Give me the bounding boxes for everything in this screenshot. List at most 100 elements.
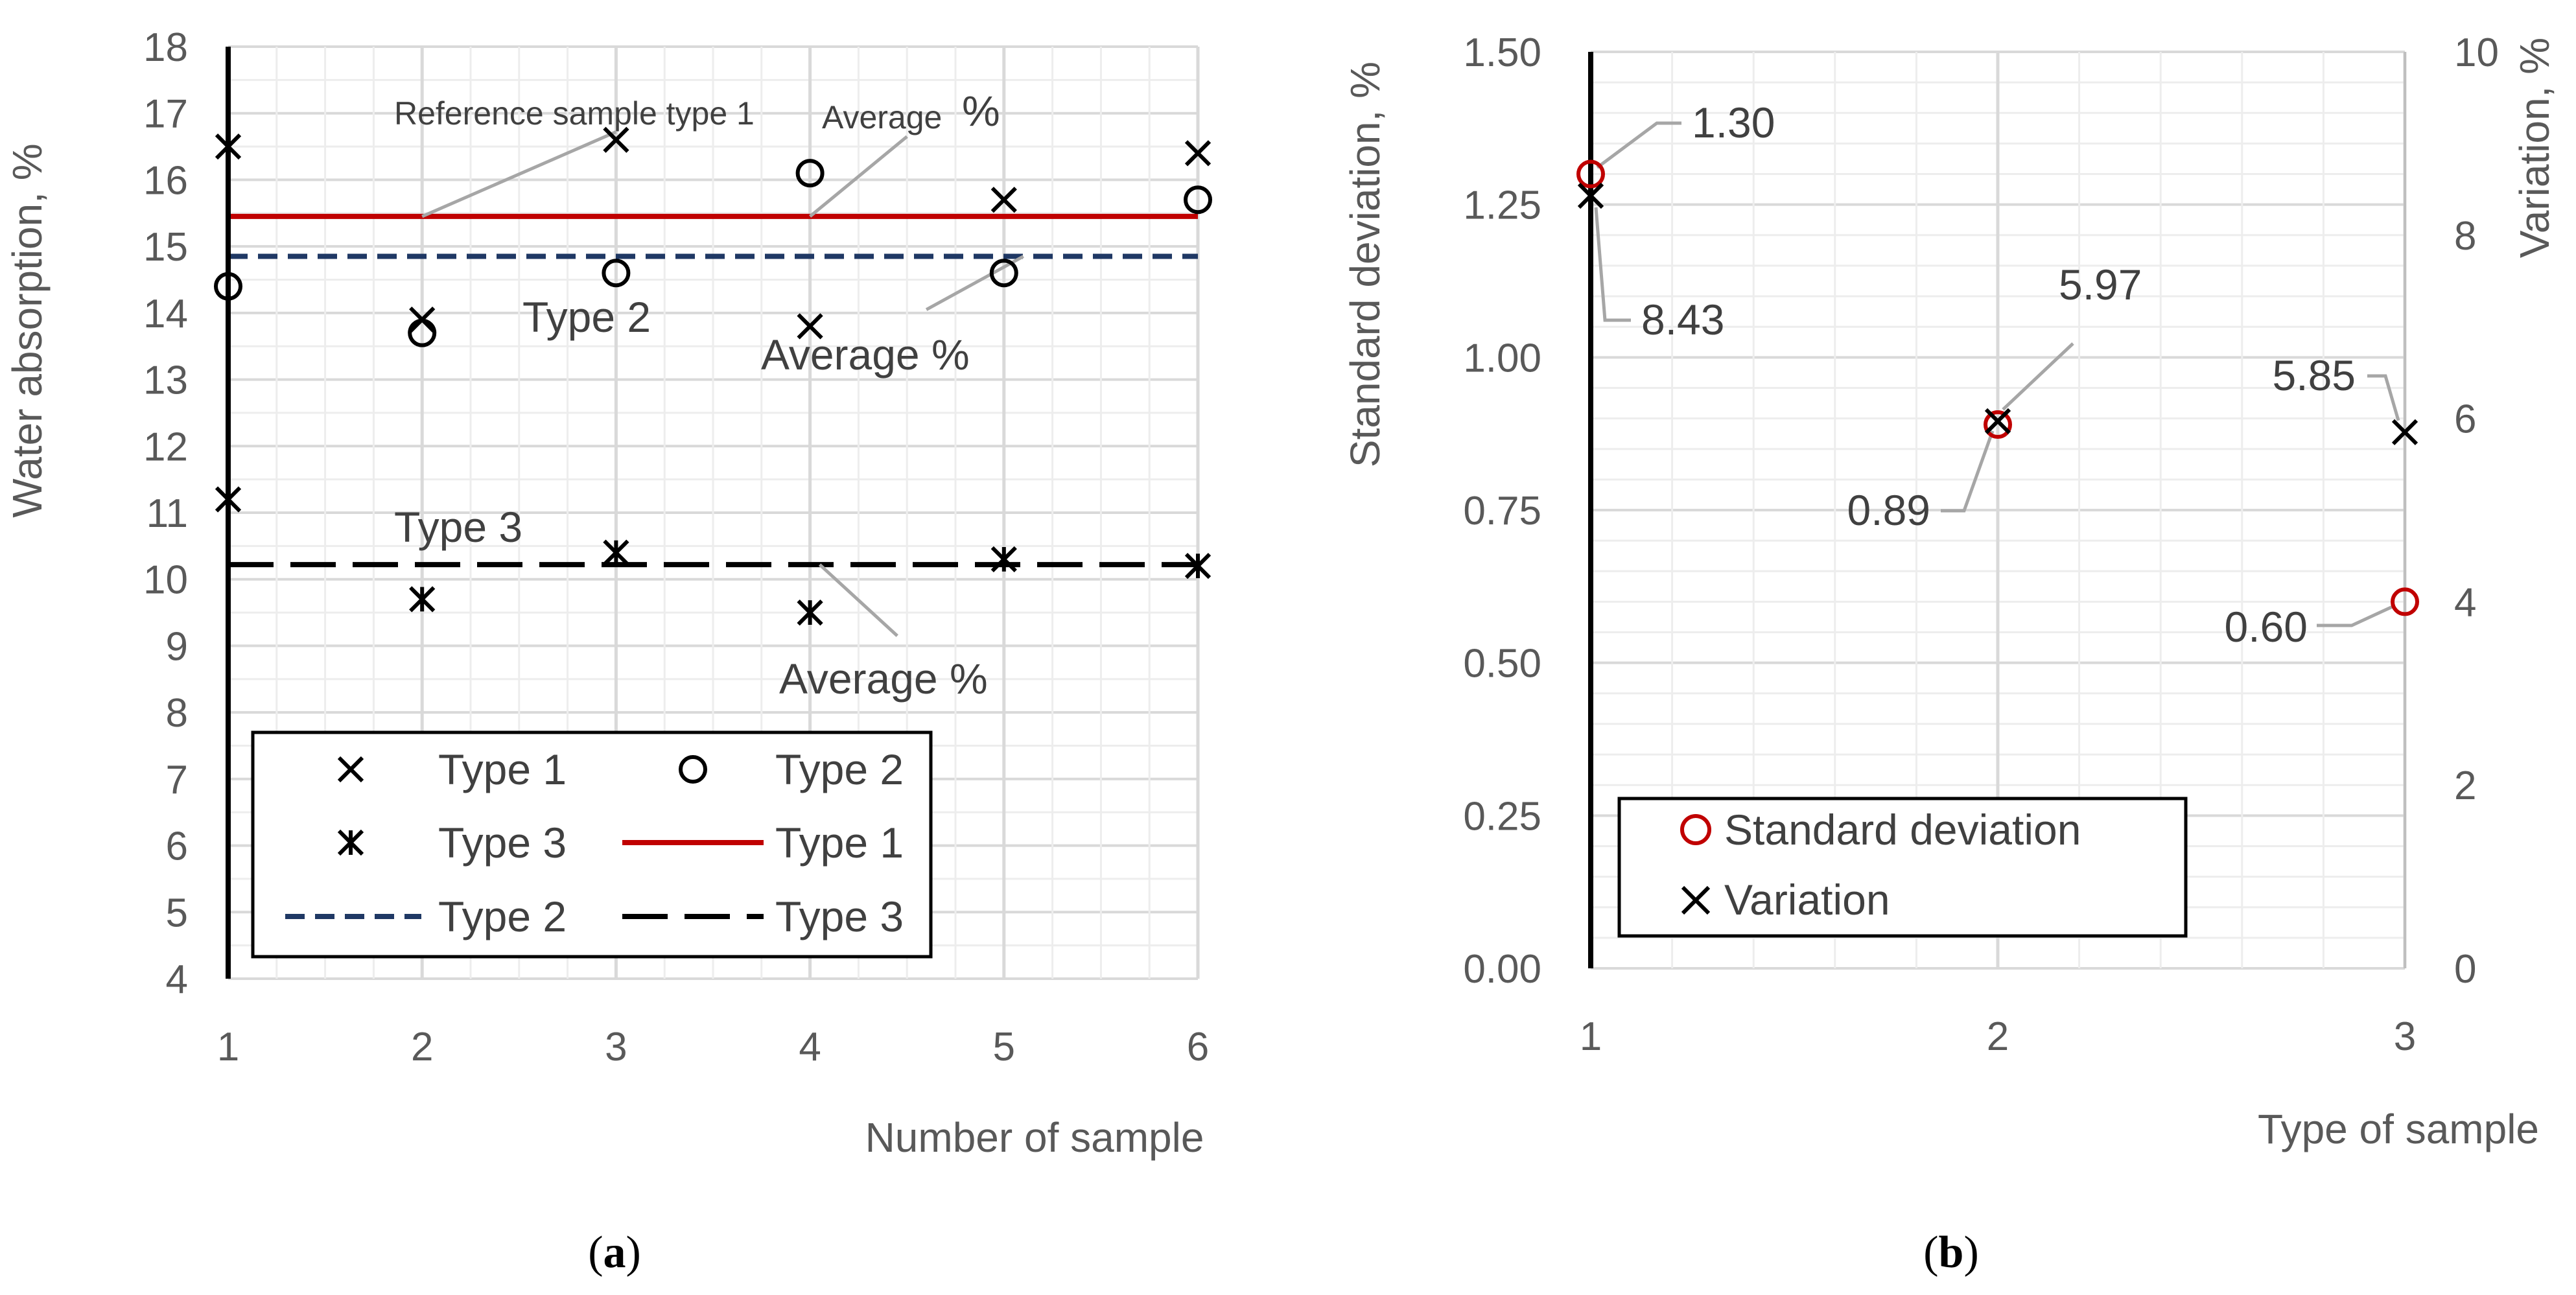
- chart-b-y-tick-labels: 0.00 0.25 0.50 0.75 1.00 1.25 1.50: [1463, 30, 1541, 992]
- data-point-variation: [1577, 182, 1604, 209]
- annotation-average-3: Average %: [779, 655, 988, 703]
- x-tick-label-a: 2: [411, 1025, 433, 1069]
- chart-b-x-tick-labels: 1 2 3: [1580, 1014, 2416, 1059]
- legend-a-type2-line-label: Type 2: [438, 892, 567, 940]
- chart-a-legend: Type 1 Type 2 Type 3 Type 1 Type 2 Type …: [251, 730, 933, 959]
- legend-a-type1-line-label: Type 1: [775, 819, 904, 867]
- y2-tick-label-b: 8: [2454, 214, 2476, 259]
- data-point-type2: [989, 259, 1018, 288]
- panel-a-label: (a): [588, 1228, 641, 1278]
- y-tick-label-a: 5: [166, 891, 188, 935]
- data-point-type2: [1184, 185, 1212, 215]
- y2-tick-label-b: 10: [2454, 30, 2499, 75]
- x-tick-label-b: 2: [1987, 1014, 2009, 1059]
- leader-var-3: [2367, 374, 2400, 421]
- data-label-var-3: 5.85: [2273, 351, 2356, 399]
- legend-a-type1-marker-label: Type 1: [438, 745, 567, 793]
- annotation-average-pct: %: [962, 87, 1000, 135]
- x-tick-label-b: 3: [2394, 1014, 2416, 1059]
- legend-a-type3-line-label: Type 3: [775, 892, 904, 940]
- x-tick-label-b: 1: [1580, 1014, 1602, 1059]
- legend-b-variation-label: Variation: [1724, 876, 1890, 924]
- legend-b-std-marker: [1680, 814, 1711, 845]
- y-tick-label-a: 17: [143, 92, 188, 137]
- data-point-std: [2391, 587, 2419, 616]
- y-tick-label-b: 1.50: [1463, 30, 1541, 75]
- data-point-type1: [603, 126, 629, 153]
- annotation-type2: Type 2: [522, 293, 651, 341]
- x-tick-label-a: 5: [993, 1025, 1015, 1069]
- y-tick-label-a: 10: [143, 558, 188, 603]
- leader-var-2: [2002, 342, 2074, 411]
- annotation-leader-line: [421, 130, 617, 218]
- annotation-average-2: Average %: [761, 331, 970, 379]
- legend-b-variation-marker: [1681, 885, 1711, 915]
- chart-a-xlabel: Number of sample: [865, 1114, 1204, 1161]
- y-tick-label-a: 6: [166, 824, 188, 869]
- chart-a-legend-box: [251, 730, 933, 959]
- y-tick-label-b: 1.00: [1463, 336, 1541, 380]
- chart-b-y2-tick-labels: 0 2 4 6 8 10: [2454, 30, 2499, 992]
- data-point-type2: [602, 259, 631, 288]
- y-tick-label-b: 0.25: [1463, 794, 1541, 839]
- y-tick-label-a: 7: [166, 758, 188, 802]
- chart-b-xlabel: Type of sample: [2258, 1106, 2539, 1152]
- chart-a-annotation-leaders: [421, 130, 1024, 637]
- data-point-type1: [797, 313, 823, 340]
- legend-a-type1-marker: [337, 756, 364, 783]
- y2-tick-label-b: 0: [2454, 947, 2476, 992]
- data-point-type1: [215, 133, 242, 160]
- y-tick-label-a: 9: [166, 624, 188, 669]
- panel-b-label: (b): [1923, 1228, 1979, 1278]
- y-tick-label-a: 16: [143, 158, 188, 203]
- leader-std-2: [1941, 430, 1995, 513]
- y-tick-label-a: 13: [143, 358, 188, 403]
- y-tick-label-a: 15: [143, 225, 188, 270]
- y2-tick-label-b: 2: [2454, 764, 2476, 808]
- annotation-leader-line: [809, 135, 908, 218]
- chart-a-average-lines: [228, 213, 1198, 568]
- data-point-type2: [795, 159, 825, 188]
- y-tick-label-a: 14: [143, 292, 188, 336]
- data-point-type1: [1184, 140, 1212, 167]
- chart-b-label-leaders: [1594, 121, 2400, 627]
- annotation-leader-line: [925, 255, 1024, 311]
- data-point-type3: [215, 486, 242, 513]
- annotation-leader-line: [818, 563, 898, 637]
- chart-a-y-tick-labels: 4 5 6 7 8 9 10 11 12 13 14 15 16 17 18: [143, 25, 188, 1002]
- data-point-std: [1984, 410, 2012, 439]
- x-tick-label-a: 1: [217, 1025, 239, 1069]
- legend-a-type2-marker-label: Type 2: [775, 745, 904, 793]
- chart-a-ylabel: Water absorption, %: [4, 143, 51, 517]
- leader-var-1: [1594, 207, 1631, 322]
- y-tick-label-b: 1.25: [1463, 183, 1541, 228]
- data-label-std-1: 1.30: [1692, 99, 1775, 146]
- annotation-reference: Reference sample type 1: [394, 95, 755, 132]
- annotation-average-small: Average: [822, 99, 942, 135]
- data-label-std-3: 0.60: [2225, 603, 2308, 651]
- chart-a-data-points: [214, 126, 1212, 626]
- y-tick-label-b: 0.75: [1463, 489, 1541, 533]
- legend-a-type3-marker-label: Type 3: [438, 819, 567, 867]
- chart-b-ylabel: Standard deviation, %: [1342, 62, 1388, 467]
- data-label-var-2: 5.97: [2059, 261, 2142, 309]
- legend-a-type2-marker: [679, 755, 707, 784]
- data-point-type3: [990, 546, 1017, 573]
- chart-b-legend-box: [1617, 797, 2188, 938]
- x-tick-label-a: 4: [799, 1025, 821, 1069]
- x-tick-label-a: 6: [1187, 1025, 1209, 1069]
- y-tick-label-b: 0.00: [1463, 947, 1541, 992]
- data-point-type2: [408, 318, 437, 347]
- y-tick-label-a: 4: [166, 957, 188, 1002]
- chart-b-data-points: [1576, 159, 2419, 616]
- data-label-std-2: 0.89: [1847, 486, 1930, 534]
- chart-b-data-labels: 1.30 0.89 0.60 8.43 5.97 5.85: [1641, 99, 2356, 651]
- y2-tick-label-b: 4: [2454, 580, 2476, 625]
- y-tick-label-b: 0.50: [1463, 642, 1541, 686]
- data-point-type1: [990, 187, 1017, 213]
- chart-b-legend: Standard deviation Variation: [1617, 797, 2188, 938]
- data-point-variation: [1984, 408, 2011, 434]
